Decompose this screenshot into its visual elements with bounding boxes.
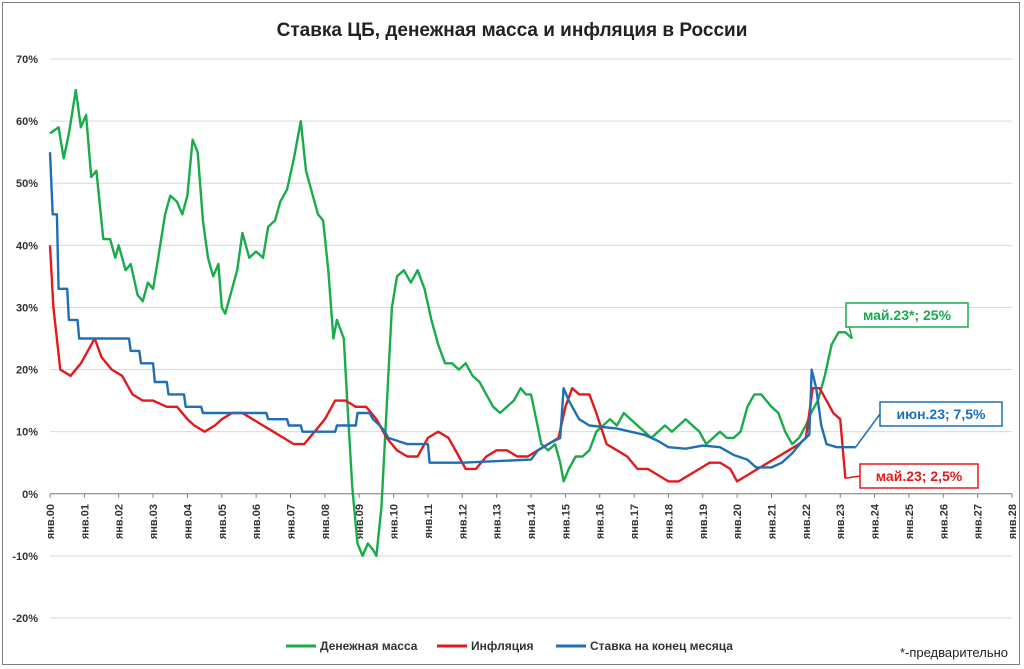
y-tick-label: 40% — [16, 240, 38, 252]
inflation-line — [48, 245, 847, 483]
key-rate-line — [48, 152, 856, 469]
annotation-leader — [845, 475, 861, 479]
annotation-label: май.23; 2,5% — [876, 468, 963, 484]
x-tick-label: янв.19 — [698, 504, 710, 539]
y-tick-label: -10% — [12, 551, 38, 563]
legend-label: Ставка на конец месяца — [590, 639, 733, 653]
y-tick-label: 30% — [16, 302, 38, 314]
annotations: май.23*; 25% июн.23; 7,5% май.23; 2,5% — [845, 302, 1003, 489]
x-tick-label: янв.14 — [526, 503, 538, 539]
x-tick-label: янв.10 — [389, 504, 401, 539]
x-tick-label: янв.24 — [870, 503, 882, 539]
x-tick-label: янв.18 — [663, 504, 675, 539]
y-tick-label: 50% — [16, 178, 38, 190]
chart-title: Ставка ЦБ, денежная масса и инфляция в Р… — [277, 20, 748, 41]
legend-label: Инфляция — [471, 639, 533, 653]
x-tick-label: янв.23 — [835, 504, 847, 539]
annotation-label: май.23*; 25% — [863, 307, 952, 323]
x-tick-label: янв.01 — [79, 504, 91, 539]
legend-label: Денежная масса — [320, 639, 418, 653]
x-tick-label: янв.17 — [629, 504, 641, 539]
series-lines — [48, 88, 856, 558]
annotation-box — [845, 302, 969, 328]
y-tick-label: 60% — [16, 116, 38, 128]
x-tick-label: янв.13 — [492, 504, 504, 539]
annotation-label: июн.23; 7,5% — [897, 406, 986, 422]
x-tick-label: янв.26 — [938, 504, 950, 539]
footnote: *-предварительно — [900, 645, 1008, 660]
x-tick-label: янв.08 — [320, 504, 332, 539]
x-axis-tick-labels: янв.00 янв.01 янв.02 янв.03 янв.04 янв.05 янв.… — [45, 493, 1019, 539]
x-tick-label: янв.06 — [251, 504, 263, 539]
annotation-leader — [855, 413, 881, 448]
x-tick-label: янв.04 — [182, 503, 194, 539]
y-axis-tick-labels: 70% 60% 50% 40% 30% 20% 10% 0% -10% -20% — [12, 54, 38, 625]
x-tick-label: янв.21 — [767, 504, 779, 539]
y-tick-label: 10% — [16, 427, 38, 439]
x-tick-label: янв.12 — [457, 504, 469, 539]
x-tick-label: янв.00 — [45, 504, 57, 539]
x-tick-label: янв.11 — [423, 504, 435, 539]
x-tick-label: янв.27 — [973, 504, 985, 539]
x-tick-label: янв.28 — [1007, 504, 1019, 539]
x-tick-label: янв.05 — [217, 504, 229, 539]
x-tick-label: янв.22 — [801, 504, 813, 539]
x-tick-label: янв.16 — [595, 504, 607, 539]
money-supply-line — [49, 88, 854, 558]
annotation-box — [879, 401, 1003, 427]
x-tick-label: янв.07 — [286, 504, 298, 539]
x-tick-label: янв.15 — [560, 504, 572, 539]
annotation-callout: июн.23; 7,5% — [855, 401, 1003, 448]
x-tick-label: янв.02 — [114, 504, 126, 539]
legend: Денежная масса Инфляция Ставка на конец ме… — [286, 639, 733, 653]
y-tick-label: -20% — [12, 613, 38, 625]
x-tick-label: янв.20 — [732, 504, 744, 539]
annotation-box — [859, 463, 979, 489]
y-tick-label: 20% — [16, 365, 38, 377]
annotation-callout: май.23; 2,5% — [845, 463, 979, 489]
annotation-callout: май.23*; 25% — [845, 302, 969, 339]
y-tick-label: 70% — [16, 54, 38, 66]
grid-lines — [50, 58, 1012, 619]
y-tick-label: 0% — [22, 489, 38, 501]
x-tick-label: янв.25 — [904, 504, 916, 539]
x-tick-label: янв.03 — [148, 504, 160, 539]
